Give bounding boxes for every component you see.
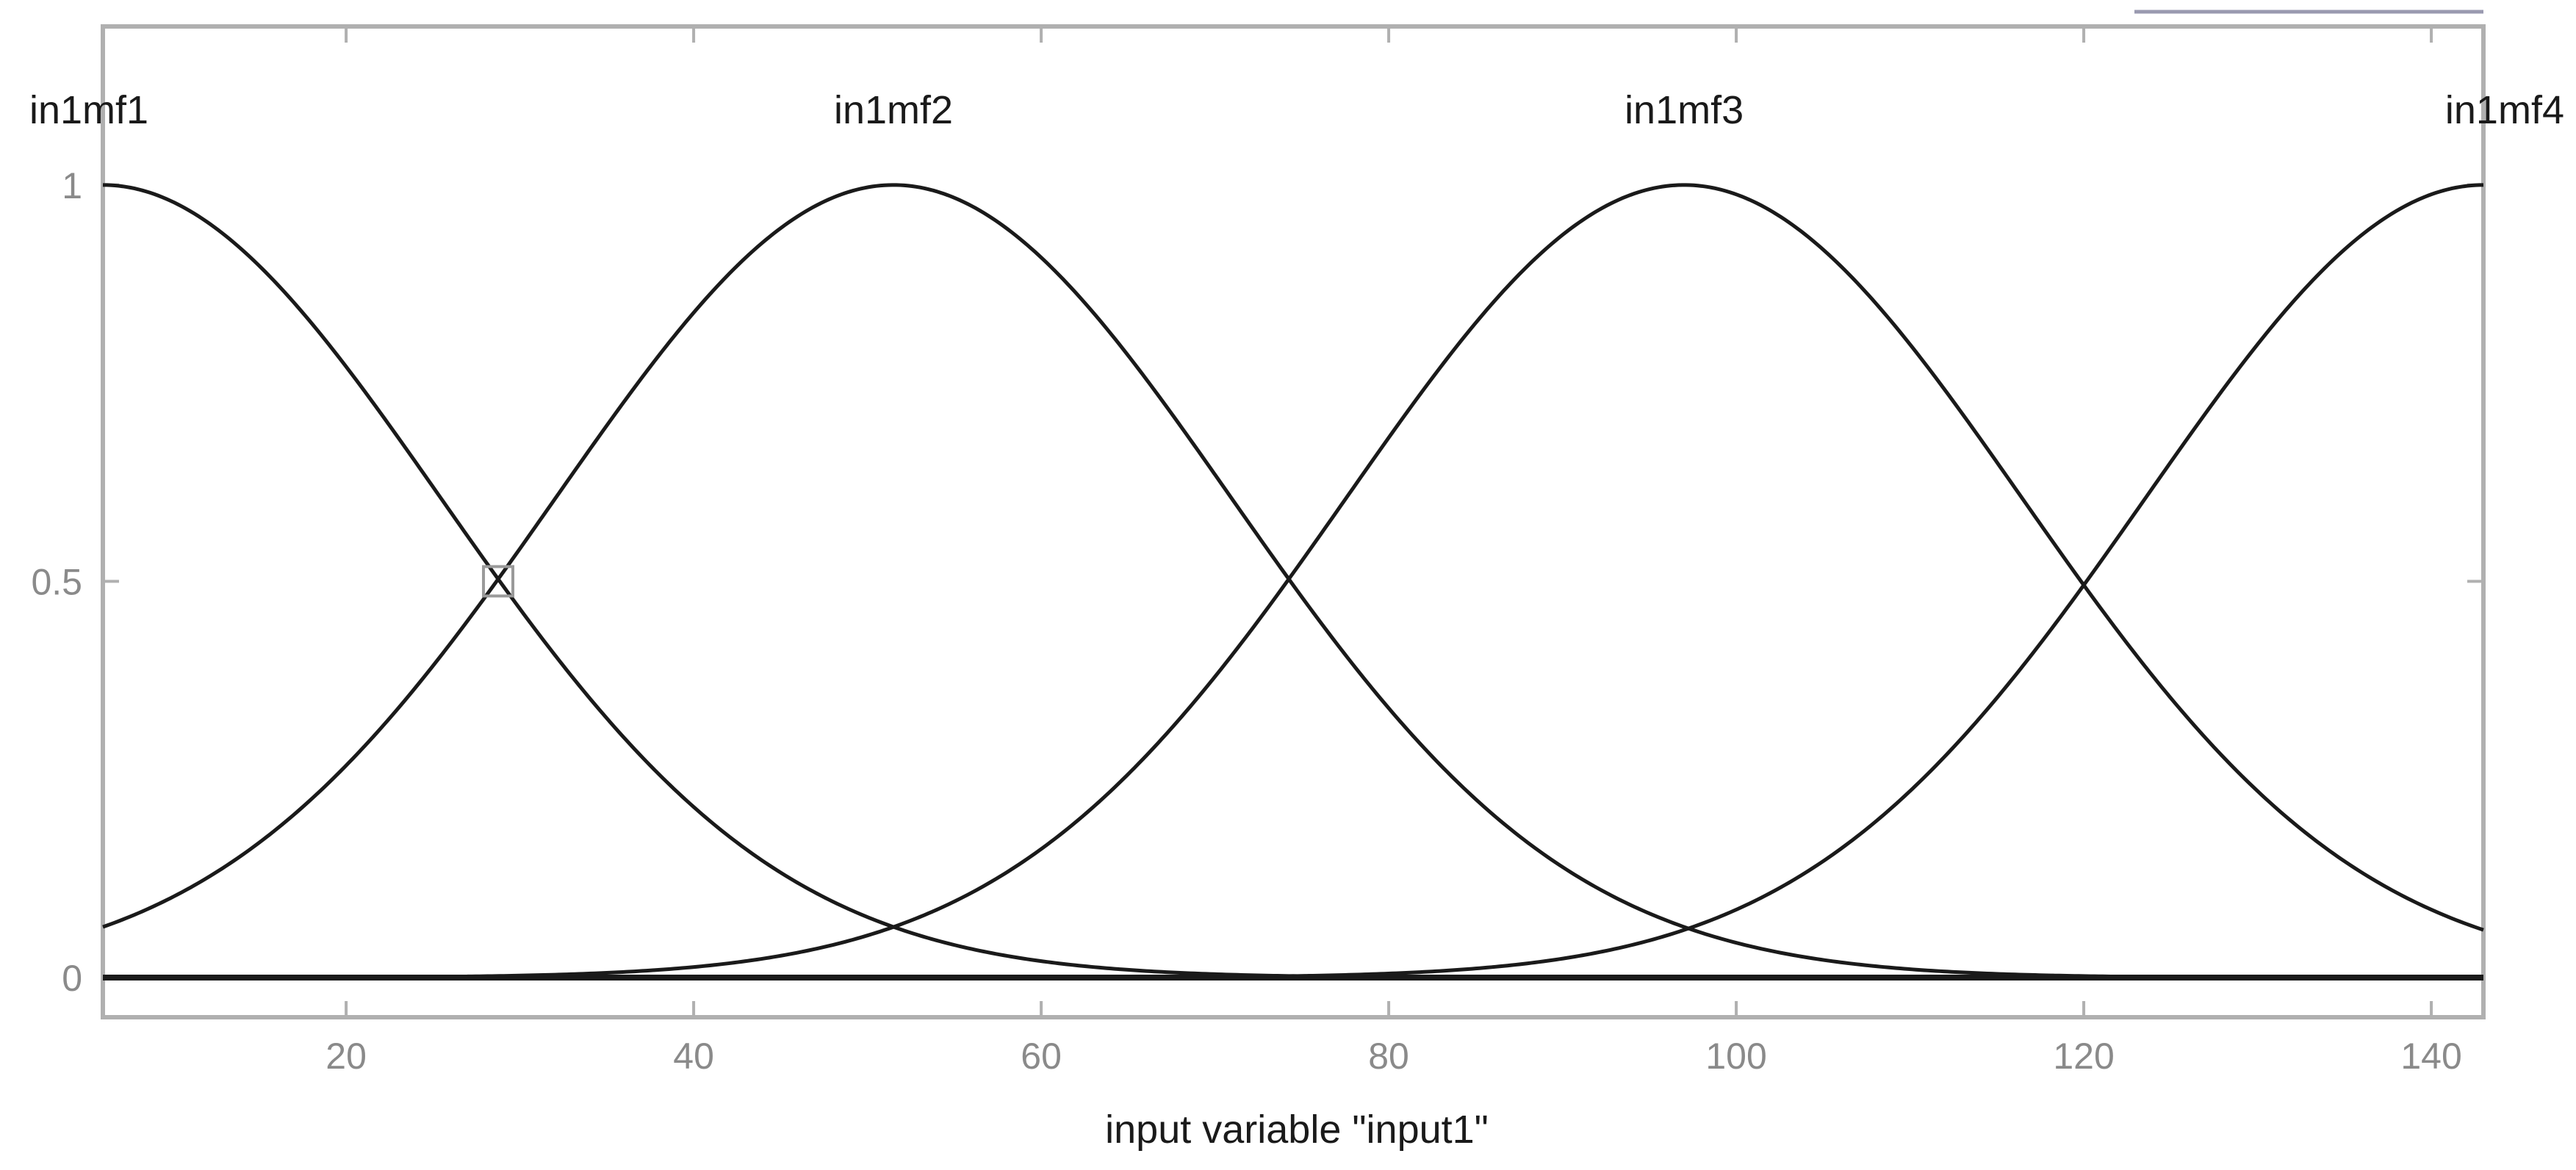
- x-tick-label: 60: [1021, 1036, 1062, 1077]
- x-tick-label: 80: [1368, 1036, 1409, 1077]
- plot-border: [101, 24, 2486, 1019]
- label-in1mf4: in1mf4: [2445, 88, 2564, 132]
- label-in1mf1: in1mf1: [29, 88, 148, 132]
- y-tick-label: 0.5: [31, 561, 82, 602]
- label-in1mf2: in1mf2: [834, 88, 953, 132]
- label-in1mf3: in1mf3: [1625, 88, 1744, 132]
- x-tick-label: 20: [325, 1036, 367, 1077]
- y-tick-label: 1: [62, 165, 82, 206]
- crossover-marker[interactable]: [482, 565, 515, 598]
- x-tick-label: 140: [2400, 1036, 2461, 1077]
- axis-ticks: 20 40 60 80 100 120 140 0 0.5 1: [31, 26, 2483, 1077]
- x-axis-label: input variable "input1": [1105, 1108, 1489, 1152]
- x-tick-label: 120: [2053, 1036, 2114, 1077]
- curve-in1mf1[interactable]: [102, 183, 2483, 980]
- curve-in1mf4[interactable]: [103, 183, 2484, 980]
- curve-in1mf2[interactable]: [102, 183, 2483, 980]
- x-tick-label: 40: [673, 1036, 714, 1077]
- curve-labels: in1mf1 in1mf2 in1mf3 in1mf4: [29, 88, 2564, 132]
- membership-curves: [102, 183, 2484, 980]
- y-tick-label: 0: [62, 958, 82, 999]
- x-tick-label: 100: [1705, 1036, 1766, 1077]
- curve-in1mf3[interactable]: [103, 183, 2484, 980]
- plot-frame: [101, 10, 2486, 1019]
